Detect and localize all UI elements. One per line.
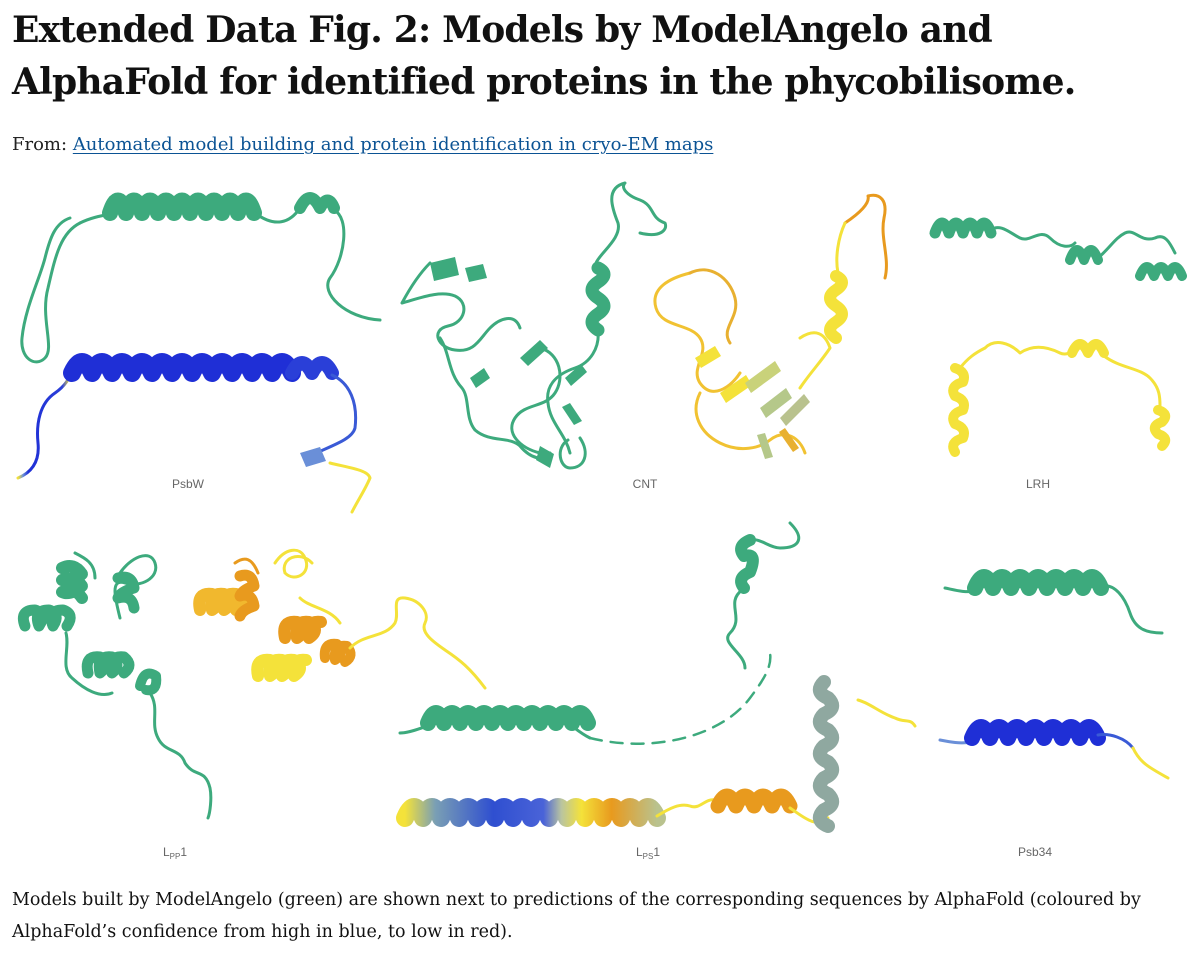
panel-lrh: LRH — [929, 217, 1187, 491]
lpp1-label-suffix: 1 — [180, 845, 187, 859]
panel-label-lps1: LPS1 — [636, 845, 660, 861]
panel-label-psb34: Psb34 — [1018, 845, 1052, 859]
panel-psbw: PsbW — [16, 192, 382, 514]
panel-psb34: Psb34 — [938, 569, 1170, 859]
figure-image: PsbW — [16, 181, 1187, 861]
panel-label-psbw: PsbW — [172, 477, 205, 491]
lpp1-label-main: L — [163, 845, 170, 859]
figure-panels: PsbW — [0, 178, 1200, 878]
psbw-modelangelo-structure — [20, 192, 382, 364]
lpp1-alphafold-structure — [193, 548, 487, 690]
lps1-modelangelo-structure — [398, 521, 801, 745]
panel-label-lpp1: LPP1 — [163, 845, 187, 861]
source-line: From: Automated model building and prote… — [12, 132, 713, 158]
source-article-link[interactable]: Automated model building and protein ide… — [72, 134, 714, 155]
panel-lpp1: LPP1 — [17, 548, 487, 861]
cnt-modelangelo-structure — [400, 181, 668, 470]
lps1-alphafold-structure — [396, 675, 917, 833]
panel-label-cnt: CNT — [633, 477, 658, 491]
figure-caption: Models built by ModelAngelo (green) are … — [12, 890, 1141, 942]
psb34-alphafold-structure — [938, 719, 1170, 780]
from-label: From: — [12, 134, 68, 155]
cnt-alphafold-structure — [653, 193, 888, 459]
lps1-label-main: L — [636, 845, 643, 859]
panel-cnt: CNT — [400, 181, 888, 491]
psbw-alphafold-structure — [16, 353, 372, 514]
panel-lps1: LPS1 — [396, 521, 917, 861]
lrh-alphafold-structure — [948, 339, 1171, 457]
lpp1-label-sub: PP — [170, 852, 181, 861]
lps1-label-sub: PS — [643, 852, 654, 861]
lps1-label-suffix: 1 — [653, 845, 660, 859]
psb34-modelangelo-structure — [943, 569, 1164, 635]
figure-title: Extended Data Fig. 2: Models by ModelAng… — [12, 9, 1076, 103]
panel-label-lrh: LRH — [1026, 477, 1050, 491]
lpp1-modelangelo-structure — [17, 551, 213, 820]
lrh-modelangelo-structure — [929, 217, 1187, 281]
